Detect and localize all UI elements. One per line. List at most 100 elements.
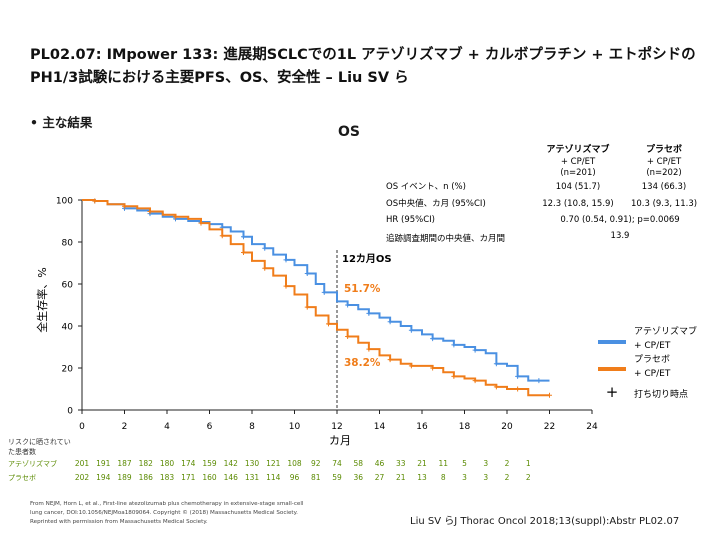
censor-mark-1-37 <box>493 384 499 390</box>
censor-mark-1-17 <box>283 283 289 289</box>
source-line1: From NEJM, Horn L, et al., First-line at… <box>30 501 304 507</box>
censor-mark-0-19 <box>304 271 310 276</box>
bullet-main-results: • 主な結果 <box>30 115 93 130</box>
risk-value-0-21: 1 <box>526 459 531 468</box>
risk-value-0-1: 191 <box>96 459 111 468</box>
source-note: From NEJM, Horn L, et al., First-line at… <box>30 500 370 527</box>
slide-title-line2: PH1/3試験における主要PFS、OS、安全性 – Liu SV ら <box>30 70 409 86</box>
stats-row2-label: HR (95%CI) <box>386 215 435 225</box>
censor-mark-1-29 <box>408 363 414 369</box>
stats-row2-merged: 0.70 (0.54, 0.91); p=0.0069 <box>560 215 679 225</box>
x-tick-label-10: 10 <box>289 422 301 432</box>
stats-col1-header-1: アテゾリズマブ <box>546 143 609 155</box>
risk-value-1-5: 171 <box>181 473 196 482</box>
risk-value-0-14: 46 <box>375 459 385 468</box>
censor-mark-1-35 <box>472 378 478 384</box>
x-tick-label-0: 0 <box>79 422 85 432</box>
risk-value-0-9: 121 <box>266 459 281 468</box>
x-tick-label-18: 18 <box>459 422 471 432</box>
censor-mark-0-25 <box>366 310 372 316</box>
x-tick-label-4: 4 <box>164 422 170 432</box>
censor-mark-1-39 <box>515 386 521 392</box>
censor-mark-1-41 <box>547 392 552 398</box>
risk-value-1-8: 131 <box>245 473 260 482</box>
legend-censor-symbol: + <box>606 383 619 401</box>
risk-value-0-2: 187 <box>117 459 132 468</box>
stats-row1-col1: 12.3 (10.8, 15.9) <box>542 199 614 209</box>
risk-value-1-19: 3 <box>483 473 488 482</box>
risk-value-0-16: 21 <box>417 459 427 468</box>
stats-col2-header-3: (n=202) <box>646 168 681 178</box>
y-axis: 0 20 40 60 80 100 <box>56 197 83 417</box>
series-line-1 <box>82 199 550 397</box>
risk-value-1-18: 3 <box>462 473 467 482</box>
legend-censor-label: 打ち切り時点 <box>634 388 688 400</box>
risk-value-0-18: 5 <box>462 459 467 468</box>
y-tick-label-60: 60 <box>62 281 74 291</box>
censor-mark-1-5 <box>147 209 153 215</box>
risk-value-1-3: 186 <box>139 473 154 482</box>
risk-row-atezo-name: アテゾリズマブ <box>8 459 57 468</box>
x-axis: 0 2 4 6 8 10 12 14 16 18 20 22 24 <box>79 409 598 432</box>
censor-mark-1-21 <box>326 321 331 327</box>
censor-mark-1-11 <box>219 233 225 239</box>
y-tick-label-20: 20 <box>62 365 74 375</box>
risk-value-0-20: 2 <box>505 459 510 468</box>
censor-mark-0-15 <box>262 245 268 251</box>
censor-mark-0-21 <box>321 289 327 295</box>
risk-value-1-21: 2 <box>526 473 531 482</box>
y-ticks: 0 20 40 60 80 100 <box>56 197 82 417</box>
censor-mark-0-35 <box>472 347 478 353</box>
risk-value-0-6: 159 <box>202 459 217 468</box>
stats-row3-merged: 13.9 <box>611 231 630 241</box>
atezo-12m-value: 51.7% <box>344 283 381 295</box>
censor-mark-0-33 <box>451 342 457 348</box>
stats-col1-header-3: (n=201) <box>560 168 595 178</box>
censor-mark-0-23 <box>345 302 351 308</box>
risk-value-1-9: 114 <box>266 473 281 482</box>
citation: Liu SV らJ Thorac Oncol 2018;13(suppl):Ab… <box>410 516 680 527</box>
risk-value-1-16: 13 <box>417 473 427 482</box>
risk-value-1-11: 81 <box>311 473 321 482</box>
risk-value-0-7: 142 <box>224 459 239 468</box>
risk-value-0-19: 3 <box>483 459 488 468</box>
risk-values: 201 191 187 182 180 174 159 142 130 121 108 92 74 58 4… <box>75 459 531 482</box>
legend-placebo-line1: プラセボ <box>634 354 670 365</box>
risk-value-0-0: 201 <box>75 459 90 468</box>
stats-row0-col2: 134 (66.3) <box>642 182 686 192</box>
legend-placebo-swatch <box>598 367 626 371</box>
censor-mark-1-31 <box>430 365 436 371</box>
risk-value-1-17: 8 <box>441 473 446 482</box>
risk-value-0-3: 182 <box>139 459 154 468</box>
censor-mark-1-13 <box>241 250 246 255</box>
censor-mark-1-9 <box>198 220 204 226</box>
risk-value-1-7: 146 <box>224 473 239 482</box>
risk-value-1-20: 2 <box>505 473 510 482</box>
stats-col1-header-2: + CP/ET <box>561 157 596 167</box>
legend-atezo-line2: + CP/ET <box>634 341 671 351</box>
risk-value-1-2: 189 <box>117 473 132 482</box>
risk-row-placebo-name: プラセボ <box>8 474 36 482</box>
censor-mark-0-37 <box>493 361 499 367</box>
censor-mark-0-41 <box>536 378 542 384</box>
y-tick-label-40: 40 <box>62 323 74 333</box>
legend-atezo-line1: アテゾリズマブ <box>634 325 697 337</box>
censor-mark-1-7 <box>173 214 178 220</box>
y-tick-label-100: 100 <box>56 197 73 207</box>
censor-mark-0-27 <box>387 319 393 325</box>
risk-value-1-15: 21 <box>396 473 406 482</box>
censor-mark-0-17 <box>283 257 289 263</box>
placebo-12m-value: 38.2% <box>344 357 381 369</box>
series-layer <box>82 198 552 398</box>
series-line-0 <box>82 199 550 382</box>
censor-mark-0-39 <box>515 373 521 379</box>
landmark-label: 12カ月OS <box>342 253 392 265</box>
risk-value-1-1: 194 <box>96 473 111 482</box>
source-line3: Reprinted with permission from Massachus… <box>30 519 208 525</box>
stats-col2-header-1: プラセボ <box>646 143 682 155</box>
risk-value-1-14: 27 <box>375 473 385 482</box>
stats-row0-label: OS イベント、n (%) <box>386 182 466 192</box>
censor-mark-0-29 <box>408 327 414 333</box>
stats-row0-col1: 104 (51.7) <box>556 182 600 192</box>
censor-mark-1-15 <box>262 265 268 271</box>
